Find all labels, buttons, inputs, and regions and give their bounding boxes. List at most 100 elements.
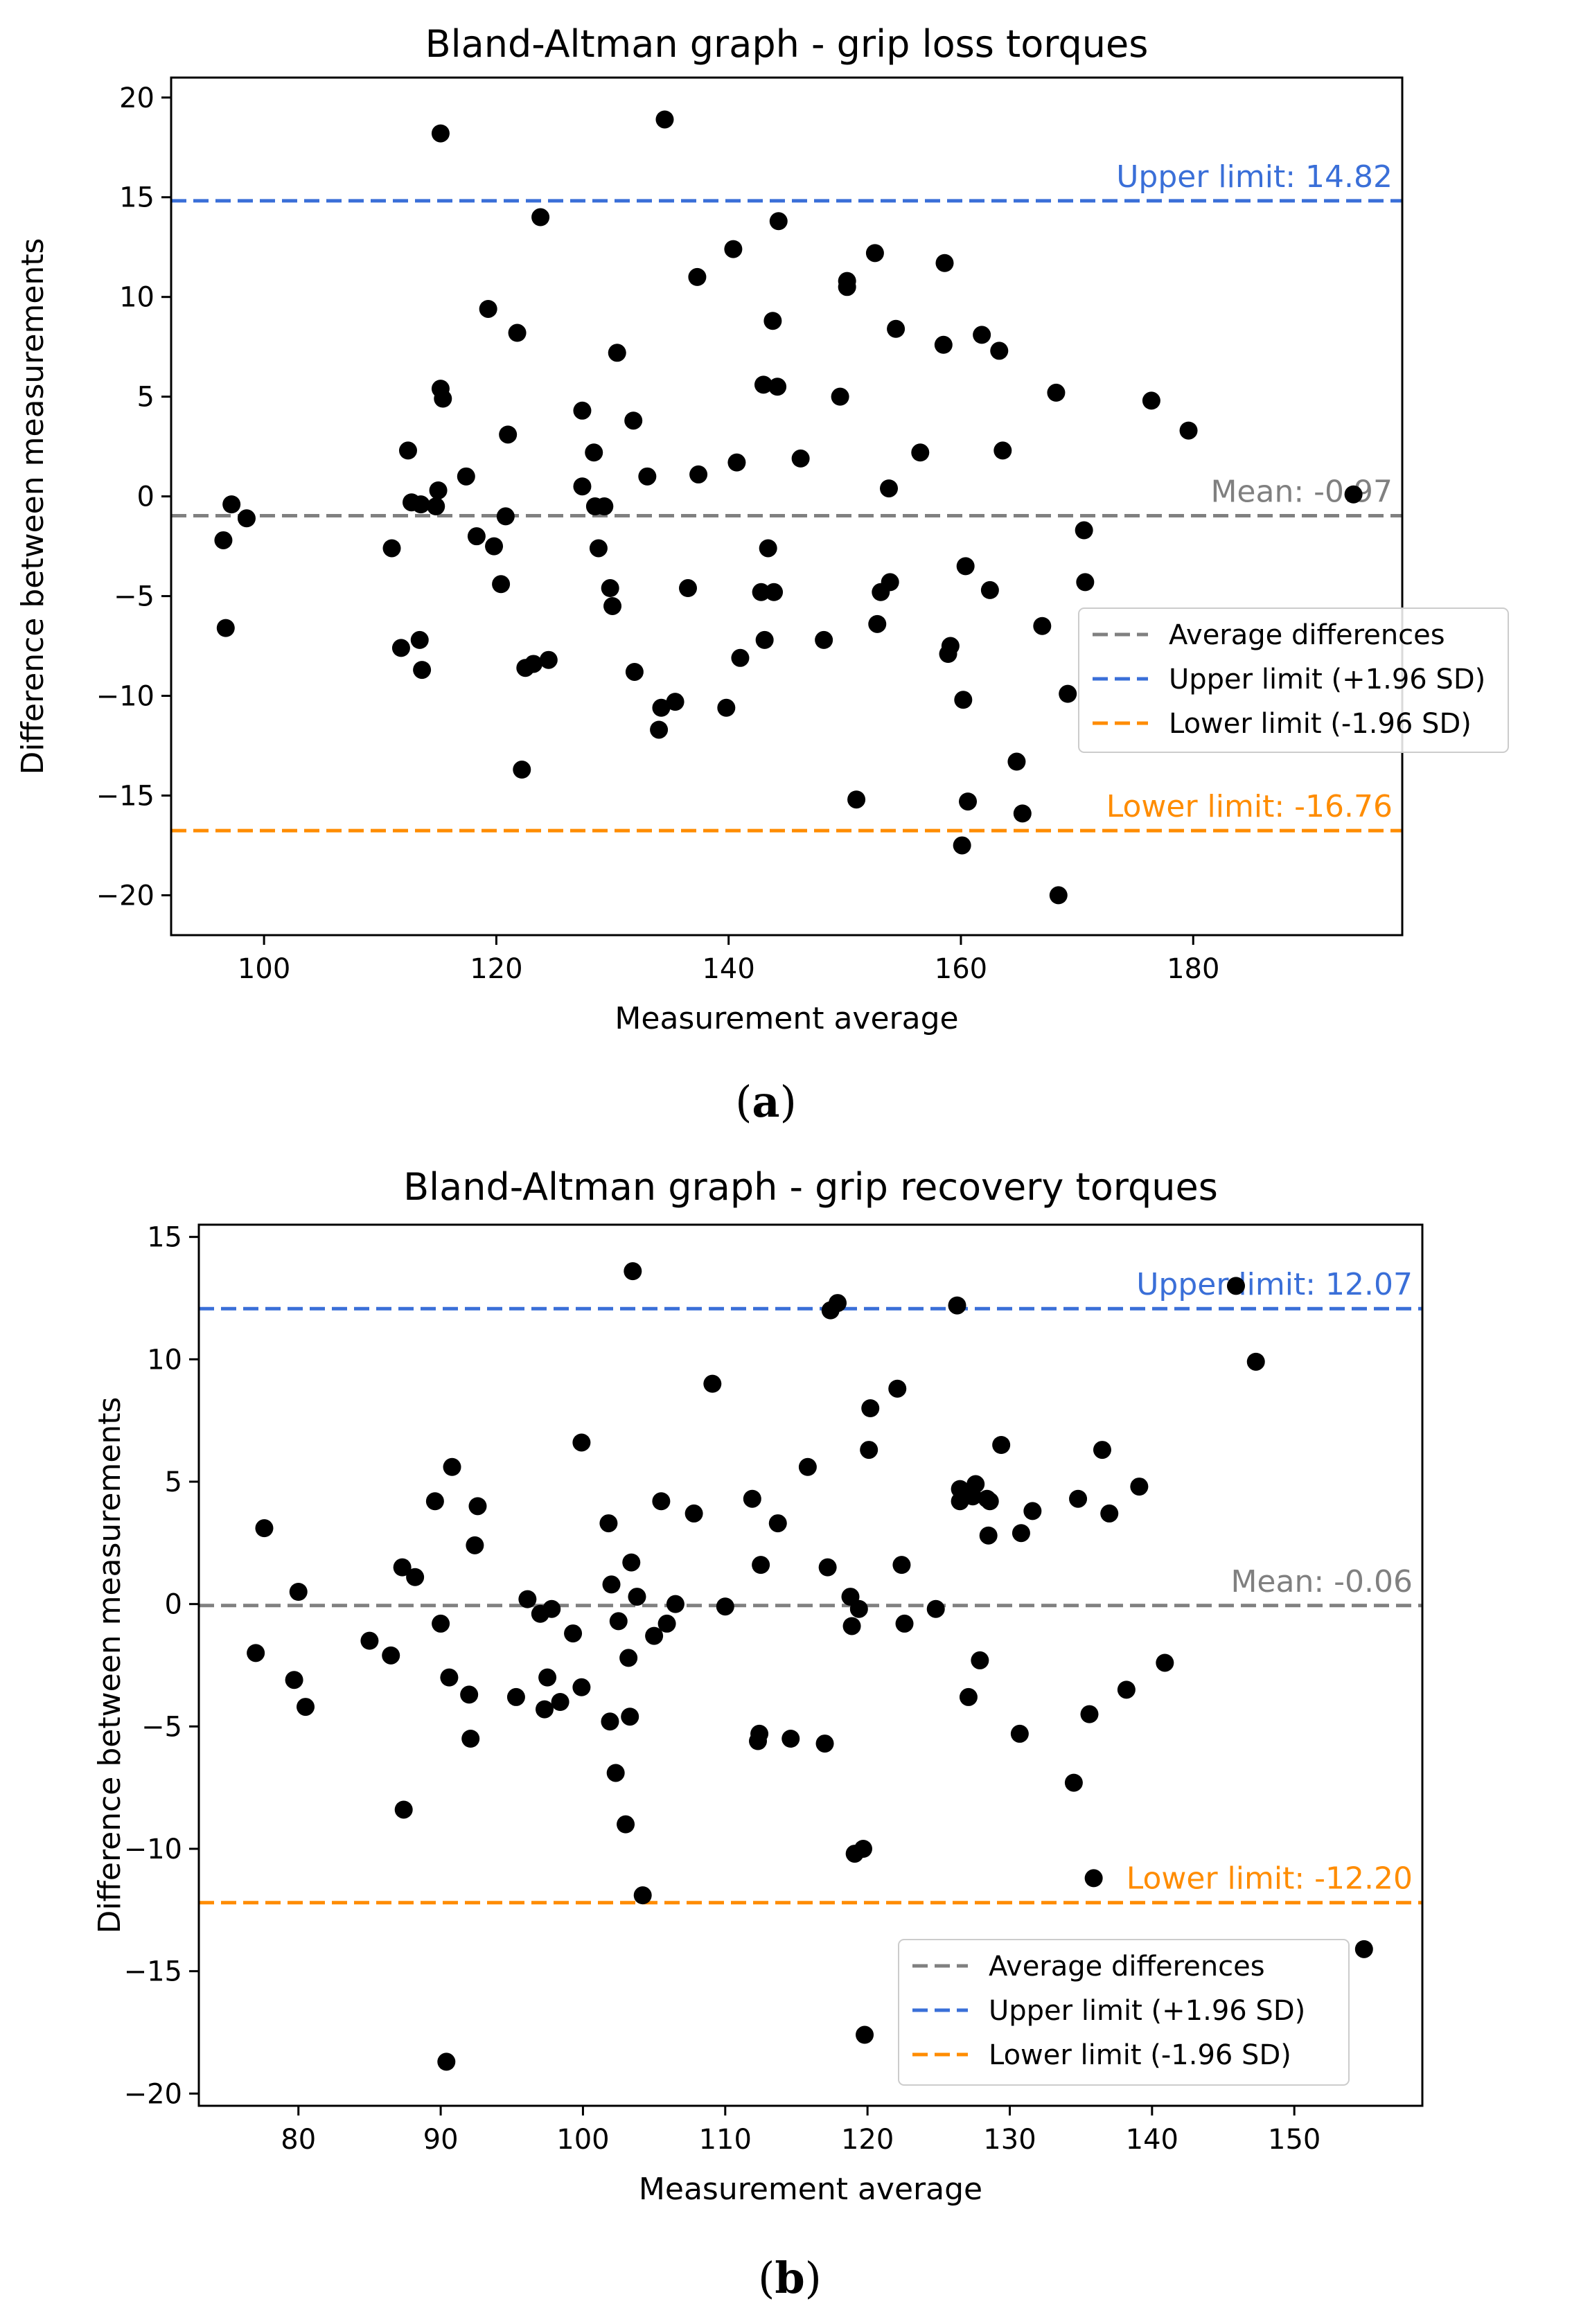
x-axis-label: Measurement average xyxy=(639,2172,982,2207)
data-point xyxy=(973,326,991,344)
data-point xyxy=(895,1614,914,1633)
data-point xyxy=(625,662,644,681)
data-point xyxy=(652,698,671,717)
data-point xyxy=(285,1671,303,1689)
data-point xyxy=(769,212,788,231)
data-point xyxy=(892,1556,911,1575)
data-point xyxy=(247,1644,265,1662)
data-point xyxy=(831,387,849,406)
data-point xyxy=(990,341,1009,360)
data-point xyxy=(1013,804,1032,823)
data-point xyxy=(689,465,708,484)
data-point xyxy=(572,1678,591,1696)
x-tick-label: 80 xyxy=(281,2124,316,2156)
data-point xyxy=(765,583,784,601)
data-point xyxy=(413,661,432,680)
data-point xyxy=(595,497,614,515)
legend: Average differences Upper limit (+1.96 SD… xyxy=(898,1939,1350,2086)
data-point xyxy=(492,575,511,594)
y-tick-label: −10 xyxy=(96,681,154,713)
data-point xyxy=(1156,1653,1174,1672)
data-point xyxy=(427,497,445,515)
data-point xyxy=(1179,421,1198,440)
data-point xyxy=(684,1504,703,1523)
y-tick-label: 5 xyxy=(165,1466,182,1498)
data-point xyxy=(724,240,743,258)
data-point xyxy=(645,1626,664,1645)
y-tick-label: −5 xyxy=(141,1711,182,1743)
chart-panel-b: Bland-Altman graph - grip recovery torqu… xyxy=(92,1165,1424,2303)
data-point xyxy=(980,1492,999,1511)
data-point xyxy=(1007,752,1026,771)
data-point xyxy=(297,1698,315,1717)
data-point xyxy=(496,507,515,526)
data-point xyxy=(934,335,953,354)
data-point xyxy=(829,1294,847,1313)
data-point xyxy=(599,1514,618,1533)
data-point xyxy=(887,319,906,338)
data-point xyxy=(959,792,978,811)
x-axis-label: Measurement average xyxy=(615,1001,958,1036)
data-point xyxy=(743,1489,761,1508)
data-point xyxy=(440,1668,459,1687)
data-point xyxy=(1084,1869,1103,1888)
data-point xyxy=(966,1475,985,1493)
y-tick-label: −20 xyxy=(96,880,154,912)
y-tick-label: −10 xyxy=(124,1834,182,1865)
data-point xyxy=(535,1700,554,1719)
data-point xyxy=(666,693,684,711)
data-point xyxy=(601,579,619,598)
data-point xyxy=(573,401,592,420)
data-point xyxy=(888,1379,907,1398)
data-point xyxy=(506,1687,525,1706)
data-point xyxy=(539,650,558,669)
data-point xyxy=(657,1614,676,1633)
data-point xyxy=(382,1646,400,1665)
data-point xyxy=(619,1649,638,1667)
panel-caption-letter: a xyxy=(752,1076,779,1127)
data-point xyxy=(956,557,975,576)
data-point xyxy=(650,720,669,739)
data-point xyxy=(608,344,626,362)
data-point xyxy=(655,110,674,129)
data-point xyxy=(860,1441,878,1460)
data-point xyxy=(214,531,233,549)
data-point xyxy=(437,2052,456,2071)
data-point xyxy=(432,1614,450,1633)
y-tick-label: −20 xyxy=(124,2078,182,2110)
data-point xyxy=(622,1553,641,1572)
data-point xyxy=(1012,1524,1030,1543)
data-point xyxy=(754,375,772,394)
data-point xyxy=(881,573,899,592)
data-point xyxy=(666,1595,684,1613)
data-point xyxy=(1033,617,1052,635)
data-point xyxy=(752,583,770,601)
y-tick-label: 5 xyxy=(137,382,154,414)
data-point xyxy=(880,479,899,498)
data-point xyxy=(255,1519,274,1538)
data-point xyxy=(1047,383,1066,402)
upper-limit-label: Upper limit: 12.07 xyxy=(1136,1267,1413,1302)
data-point xyxy=(926,1599,945,1618)
legend-entry: Upper limit (+1.96 SD) xyxy=(1169,664,1485,695)
data-point xyxy=(434,389,452,408)
data-point xyxy=(759,539,777,558)
data-point xyxy=(798,1457,817,1476)
data-point xyxy=(573,477,592,496)
data-point xyxy=(911,443,930,462)
y-tick-label: −5 xyxy=(114,581,154,613)
chart-title: Bland-Altman graph - grip recovery torqu… xyxy=(403,1165,1218,1209)
panel-caption: (b) xyxy=(758,2253,822,2303)
lower-limit-label: Lower limit: -12.20 xyxy=(1127,1861,1413,1897)
data-point xyxy=(971,1651,989,1669)
data-point xyxy=(431,124,450,143)
data-point xyxy=(1226,1277,1245,1295)
data-point xyxy=(1059,684,1077,703)
data-point xyxy=(461,1730,480,1748)
data-point xyxy=(861,1399,880,1417)
y-tick-label: −15 xyxy=(96,780,154,812)
y-tick-label: 10 xyxy=(119,282,154,314)
data-point xyxy=(935,254,954,272)
data-point xyxy=(856,2025,874,2044)
